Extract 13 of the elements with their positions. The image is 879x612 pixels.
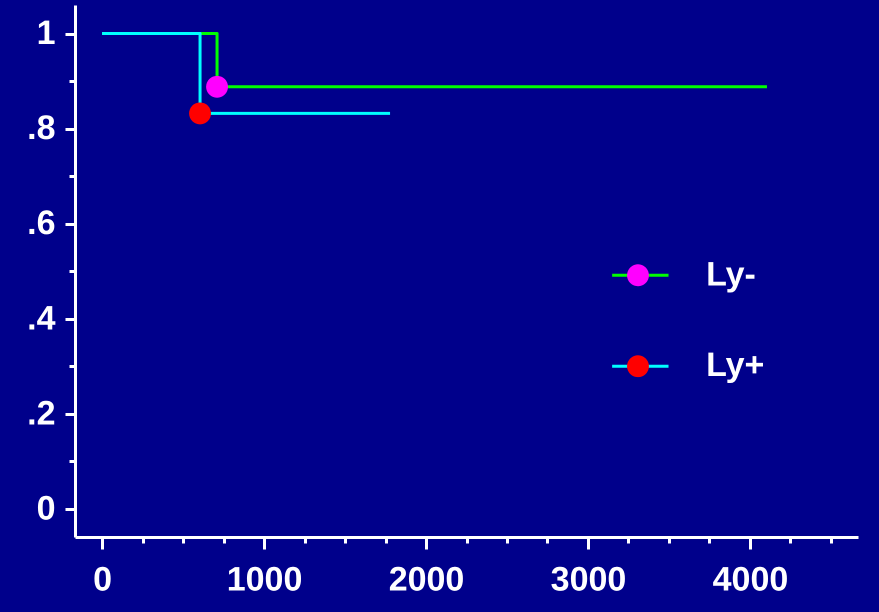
- y-tick-label: .6: [27, 204, 56, 242]
- y-tick-label: 1: [36, 14, 56, 52]
- legend-label: Ly+: [706, 346, 764, 384]
- x-tick-label: 2000: [388, 560, 464, 598]
- y-tick-label: 0: [36, 489, 56, 528]
- x-tick-label: 0: [93, 560, 112, 598]
- y-tick-label: .2: [27, 394, 56, 432]
- x-tick-label: 1000: [226, 560, 302, 598]
- y-tick-label: .4: [27, 299, 56, 338]
- legend-label: Ly-: [706, 255, 756, 294]
- y-tick-label: .8: [27, 109, 56, 148]
- x-tick-label: 4000: [712, 560, 788, 598]
- x-tick-label: 3000: [550, 560, 626, 598]
